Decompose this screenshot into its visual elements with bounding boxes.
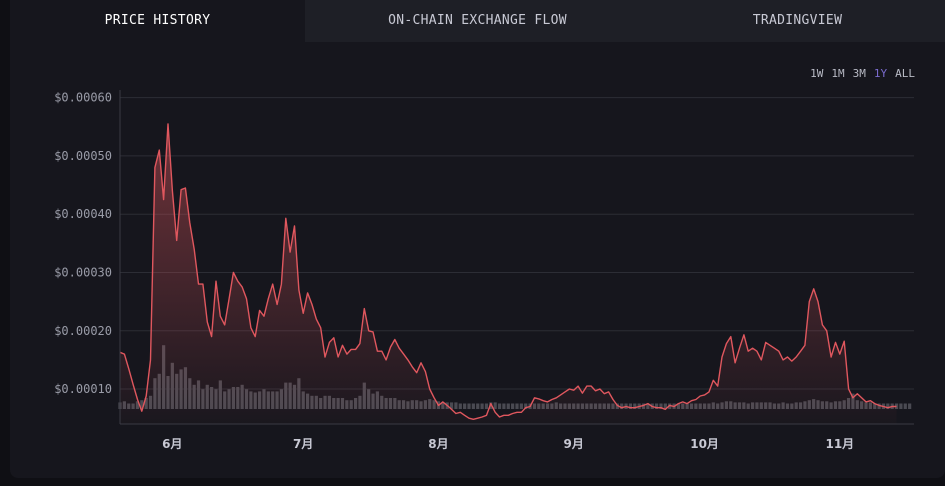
- y-tick-label: $0.00060: [54, 91, 112, 105]
- volume-bar: [655, 403, 659, 409]
- volume-bar: [519, 403, 523, 409]
- volume-bar: [511, 403, 515, 409]
- range-3m-button[interactable]: 3M: [852, 67, 866, 80]
- volume-bar: [886, 403, 890, 409]
- volume-bar: [484, 403, 489, 409]
- tab-bar: PRICE HISTORY ON-CHAIN EXCHANGE FLOW TRA…: [10, 0, 945, 42]
- x-tick-label: 10月: [690, 437, 719, 451]
- volume-bar: [908, 403, 912, 409]
- volume-bar: [449, 402, 454, 409]
- volume-bar: [659, 403, 663, 409]
- y-tick-label: $0.00030: [54, 265, 112, 279]
- volume-bar: [476, 403, 480, 409]
- tab-price-history[interactable]: PRICE HISTORY: [10, 0, 305, 42]
- volume-bar: [140, 400, 144, 409]
- tab-on-chain-exchange-flow[interactable]: ON-CHAIN EXCHANGE FLOW: [305, 0, 650, 42]
- range-1y-button[interactable]: 1Y: [873, 67, 888, 80]
- x-tick-label: 11月: [825, 437, 854, 451]
- volume-bar: [497, 403, 502, 409]
- volume-bar: [463, 403, 467, 409]
- volume-bar: [899, 403, 903, 409]
- tab-tradingview[interactable]: TRADINGVIEW: [650, 0, 945, 42]
- time-range-selector: 1W 1M 3M 1Y ALL: [810, 67, 915, 80]
- volume-bar: [480, 403, 484, 409]
- volume-bar: [663, 403, 667, 409]
- x-tick-label: 9月: [564, 437, 584, 451]
- volume-bar: [524, 403, 528, 409]
- y-tick-label: $0.00050: [54, 149, 112, 163]
- y-tick-label: $0.00010: [54, 382, 112, 396]
- x-tick-label: 7月: [293, 437, 313, 451]
- volume-bar: [894, 403, 899, 409]
- y-tick-label: $0.00040: [54, 207, 112, 221]
- range-1m-button[interactable]: 1M: [831, 67, 845, 80]
- price-line: [119, 123, 897, 420]
- volume-bar: [458, 403, 462, 409]
- volume-bar: [454, 402, 458, 409]
- x-tick-label: 6月: [162, 437, 182, 451]
- range-all-button[interactable]: ALL: [895, 67, 915, 80]
- volume-bar: [633, 403, 637, 409]
- volume-bar: [515, 403, 519, 409]
- range-1w-button[interactable]: 1W: [810, 67, 824, 80]
- price-area: [120, 123, 897, 425]
- volume-bar: [467, 403, 471, 409]
- volume-bar: [506, 403, 510, 409]
- volume-bar: [471, 403, 475, 409]
- volume-bar: [502, 403, 506, 409]
- volume-bar: [903, 403, 907, 409]
- x-axis-ticks: 6月 7月 8月 9月 10月 11月: [162, 437, 854, 451]
- y-axis-ticks: $0.00010 $0.00020 $0.00030 $0.00040 $0.0…: [54, 91, 112, 396]
- y-tick-label: $0.00020: [54, 324, 112, 338]
- volume-bar: [628, 403, 633, 409]
- volume-bar: [493, 402, 497, 409]
- volume-bar: [620, 403, 624, 409]
- x-tick-label: 8月: [428, 437, 448, 451]
